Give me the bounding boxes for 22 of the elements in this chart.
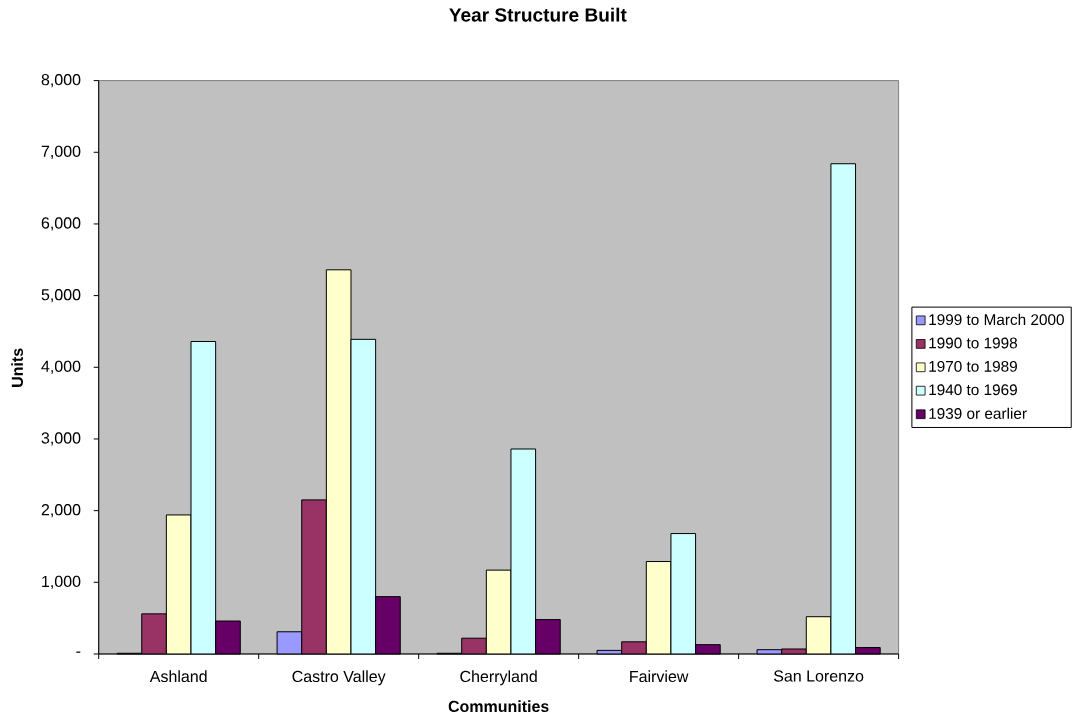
legend-label: 1939 or earlier: [929, 407, 1027, 419]
x-tick-label: Cherryland: [460, 670, 537, 686]
y-tick-label: 4,000: [41, 360, 81, 374]
y-axis-title: Units: [11, 348, 23, 387]
x-tick-label: San Lorenzo: [773, 670, 864, 682]
legend-label: 1940 to 1969: [929, 384, 1017, 396]
legend-label: 1990 to 1998: [929, 337, 1017, 349]
y-tick-label: 2,000: [41, 504, 81, 518]
x-tick-label: Castro Valley: [292, 670, 386, 686]
y-tick-label: 7,000: [41, 145, 81, 159]
y-tick-label: 3,000: [41, 432, 81, 446]
legend-label: 1970 to 1989: [929, 360, 1017, 372]
y-tick-label: 6,000: [41, 217, 81, 231]
y-tick-label: 5,000: [41, 289, 81, 303]
x-axis-title: Communities: [448, 700, 549, 713]
chart-title: Year Structure Built: [449, 7, 627, 22]
legend-label: 1999 to March 2000: [929, 313, 1064, 326]
y-tick-label: 8,000: [41, 74, 81, 88]
y-tick-label: 1,000: [42, 575, 81, 589]
x-tick-label: Ashland: [149, 670, 207, 683]
x-tick-label: Fairview: [630, 670, 689, 683]
y-tick-label: -: [76, 651, 81, 653]
